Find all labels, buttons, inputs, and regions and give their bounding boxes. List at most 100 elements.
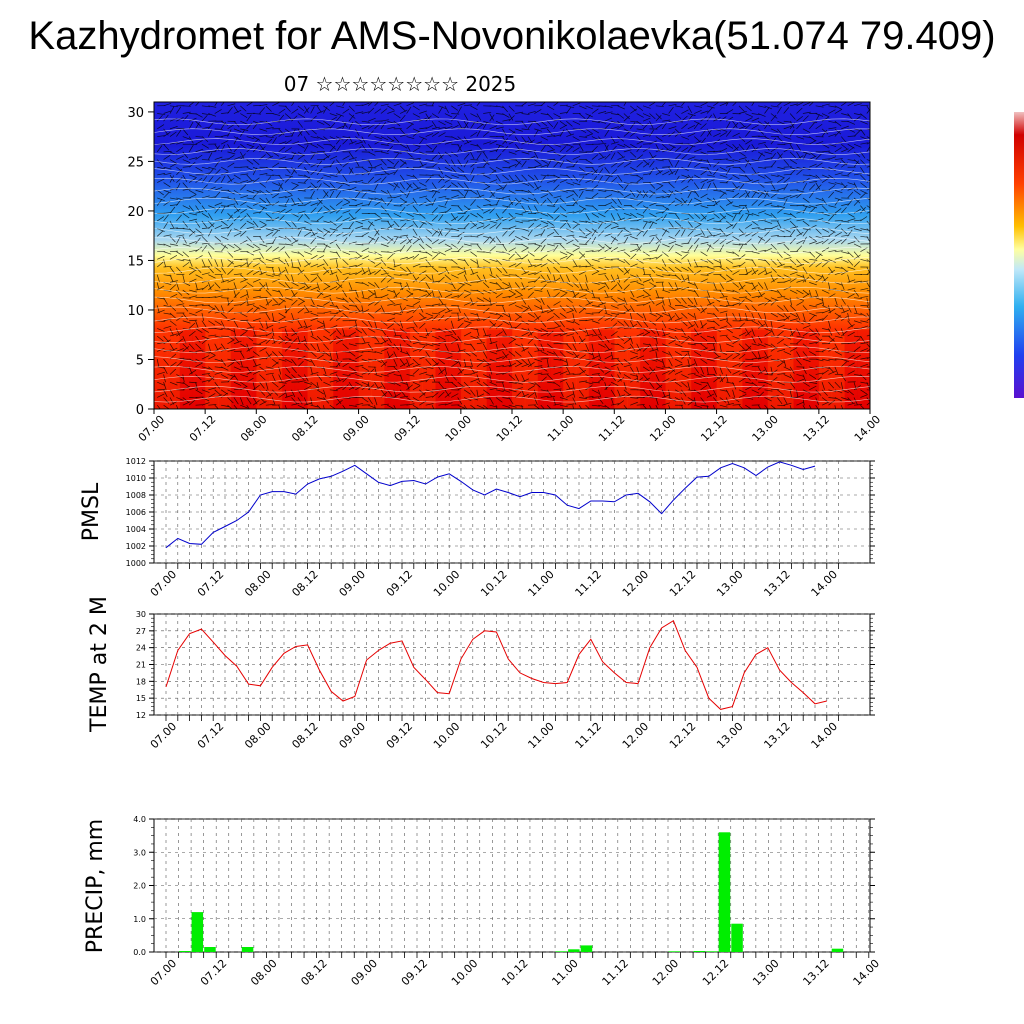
wind-barb [233, 340, 242, 345]
wind-barb [495, 174, 501, 182]
wind-barb [227, 404, 233, 409]
wind-barb [425, 115, 432, 122]
wind-barb [777, 381, 785, 386]
wind-barb [534, 349, 543, 352]
wind-barb [662, 402, 670, 406]
wind-barb [802, 236, 807, 245]
wind-barb [316, 343, 320, 352]
wind-barb [393, 366, 400, 373]
wind-barb [777, 330, 784, 337]
wind-barb [521, 347, 529, 352]
wind-barb [457, 316, 466, 322]
wind-barb [310, 335, 318, 341]
wind-barb [546, 389, 552, 397]
wind-barb [789, 289, 798, 294]
wind-barb [297, 189, 306, 192]
wind-barb [323, 320, 326, 329]
wind-barb [841, 220, 850, 223]
wind-barb [208, 168, 214, 176]
wind-barb [598, 297, 604, 305]
wind-barb [303, 107, 310, 114]
wind-barb [476, 328, 480, 337]
wind-barb [163, 397, 170, 404]
wind-barb [527, 361, 535, 368]
wind-barb [284, 128, 292, 134]
wind-barb [521, 210, 530, 214]
wind-barb [674, 343, 683, 348]
wind-barb [163, 265, 172, 268]
wind-barb [636, 228, 644, 233]
wind-barb [169, 320, 177, 326]
wind-barb [687, 312, 695, 318]
wind-barb [502, 353, 509, 360]
heatmap-cell [844, 329, 858, 409]
wind-barb [559, 351, 566, 358]
wind-barb [233, 291, 240, 298]
wind-barb [821, 369, 829, 375]
wind-barb [156, 274, 160, 283]
wind-barb [483, 364, 491, 368]
wind-barb [674, 358, 683, 364]
wind-barb [444, 120, 453, 125]
wind-barb [336, 182, 345, 185]
wind-barb [821, 177, 829, 183]
wind-barb [706, 210, 715, 214]
wind-barb [559, 120, 567, 127]
wind-barb [188, 189, 197, 195]
wind-barb [156, 145, 163, 153]
wind-barb [713, 259, 721, 264]
wind-barb [700, 183, 705, 191]
wind-barb [169, 159, 178, 164]
wind-barb [796, 122, 803, 130]
wind-barb [233, 189, 241, 196]
wind-barb [502, 174, 509, 181]
wind-barb [828, 143, 837, 147]
wind-barb [240, 328, 249, 332]
wind-barb [732, 265, 741, 268]
wind-barb [796, 351, 801, 359]
wind-barb [764, 282, 768, 290]
wind-barb [451, 381, 458, 388]
wind-barb [156, 335, 164, 342]
wind-barb [489, 274, 497, 279]
wind-barb [412, 131, 420, 137]
wind-barb [393, 228, 402, 231]
wind-barb [508, 225, 517, 229]
wind-barb [278, 205, 287, 207]
wind-barb [355, 351, 364, 353]
wind-barb [802, 136, 811, 138]
wind-barb [355, 220, 363, 225]
wind-barb [303, 136, 309, 144]
wind-barb [553, 161, 560, 168]
wind-barb [387, 199, 393, 206]
wind-barb [431, 145, 438, 153]
wind-barb [444, 309, 453, 314]
wind-barb [508, 180, 517, 183]
wind-barb [610, 351, 614, 360]
wind-barb [368, 151, 376, 156]
wind-barb [738, 371, 747, 375]
wind-barb [361, 120, 370, 123]
wind-barb [380, 389, 387, 397]
wind-barb [176, 106, 182, 114]
wind-barb [220, 245, 227, 252]
wind-barb [860, 404, 865, 409]
wind-barb [246, 197, 255, 200]
wind-barb [246, 326, 255, 329]
wind-barb [323, 228, 331, 234]
wind-barb [431, 266, 439, 273]
wind-barb [316, 215, 324, 222]
wind-barb [700, 213, 707, 220]
wind-barb [425, 274, 432, 281]
wind-barb [476, 225, 485, 229]
wind-barb [796, 259, 803, 266]
wind-barb [265, 353, 272, 360]
wind-barb [546, 197, 553, 205]
wind-barb [693, 320, 699, 328]
wind-barb [514, 289, 522, 295]
wind-barb [578, 205, 587, 210]
wind-barb [265, 166, 274, 172]
wind-barb [579, 220, 588, 223]
wind-barb [719, 192, 726, 199]
wind-barb [239, 397, 244, 406]
